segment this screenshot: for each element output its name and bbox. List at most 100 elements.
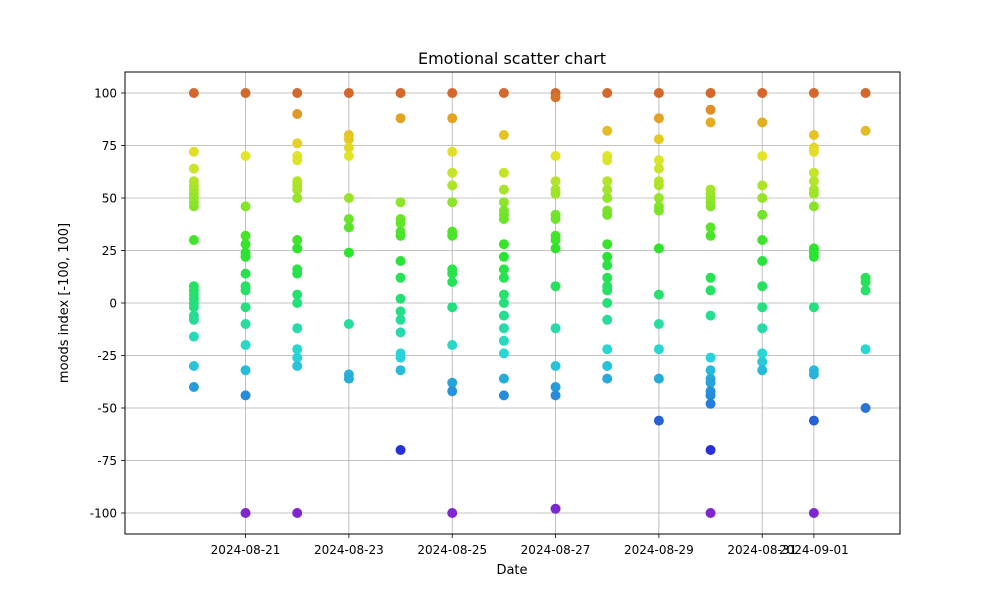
data-point [653,373,664,384]
data-point [602,88,613,98]
data-point [550,188,561,199]
data-point [602,298,613,308]
data-point [188,201,199,212]
data-point [602,260,613,271]
data-point [447,302,458,313]
y-axis-label: moods index [-100, 100] [57,223,72,383]
data-point [498,298,509,308]
data-point [808,201,819,212]
data-point [705,230,716,241]
data-point [188,382,199,392]
data-point [240,88,251,98]
data-point [602,373,613,384]
data-point [188,146,199,157]
data-point [240,201,251,212]
data-point [498,323,509,334]
data-point [653,113,664,124]
data-point [343,142,354,153]
data-point [550,92,561,103]
data-point [498,184,509,195]
data-point [447,340,458,350]
data-point [343,319,354,329]
data-point [292,88,303,98]
data-point [705,272,716,283]
data-point [395,256,406,266]
data-point [808,188,819,199]
data-point [550,382,561,392]
data-point [240,302,251,313]
data-point [653,193,664,203]
x-axis-label: Date [496,563,527,578]
data-point [602,184,613,195]
data-point [550,214,561,224]
y-tick-label: -100 [90,507,117,521]
data-point [447,197,458,208]
data-point [705,445,716,455]
data-point [240,251,251,262]
data-point [292,184,303,195]
x-tick-label: 2024-09-01 [779,543,849,557]
data-point [705,117,716,128]
data-point [550,390,561,401]
data-point [550,176,561,187]
data-point [860,88,871,98]
data-point [188,314,199,325]
data-point [602,361,613,371]
data-point [550,323,561,334]
data-point [757,348,768,359]
data-point [498,214,509,224]
data-point [808,302,819,313]
x-tick-label: 2024-08-23 [314,543,384,557]
data-point [498,373,509,384]
data-point [653,243,664,254]
data-point [240,285,251,296]
data-point [188,302,199,313]
data-point [757,365,768,376]
data-point [240,268,251,279]
data-point [653,88,664,98]
data-point [343,88,354,98]
data-point [343,134,354,145]
data-point [292,508,303,518]
data-point [343,193,354,203]
data-point [653,155,664,166]
data-point [498,310,509,321]
data-point [292,323,303,334]
data-point [602,239,613,250]
data-point [602,176,613,187]
y-tick-label: 75 [102,139,117,153]
data-point [498,88,509,98]
data-point [860,403,871,413]
data-points [188,88,871,518]
data-point [860,277,871,287]
data-point [550,361,561,371]
data-point [395,327,406,338]
data-point [395,352,406,363]
data-point [757,302,768,313]
data-point [292,243,303,254]
data-point [395,197,406,208]
data-point [498,390,509,401]
data-point [292,298,303,308]
data-point [860,285,871,296]
data-point [240,390,251,401]
data-point [757,235,768,245]
data-point [860,125,871,136]
data-point [602,155,613,166]
data-point [395,88,406,98]
data-point [757,88,768,98]
data-point [395,365,406,376]
data-point [240,230,251,241]
data-point [343,373,354,384]
data-point [188,88,199,98]
data-point [705,104,716,115]
y-tick-label: -25 [97,349,117,363]
data-point [292,352,303,363]
data-point [498,348,509,359]
data-point [705,88,716,98]
data-point [292,344,303,355]
data-point [705,222,716,233]
data-point [395,230,406,241]
data-point [705,310,716,321]
